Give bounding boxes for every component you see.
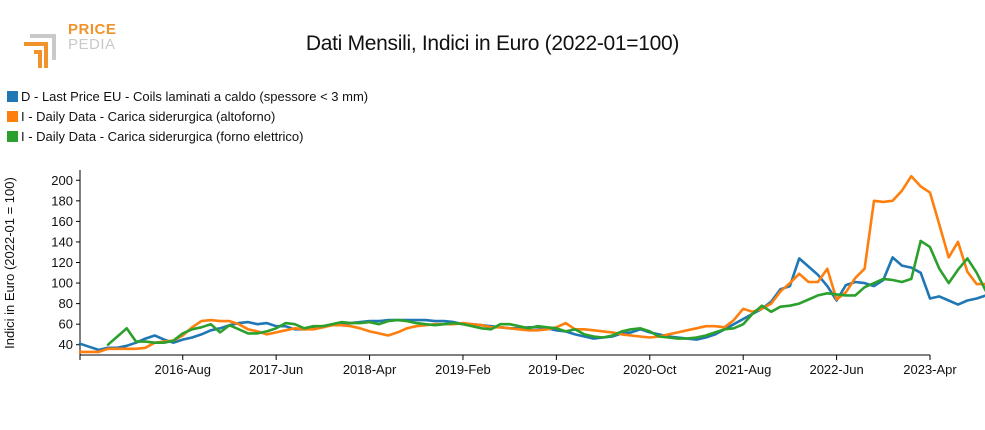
x-tick-label: 2023-Apr: [903, 362, 957, 377]
y-tick-label: 200: [51, 173, 73, 188]
x-tick-label: 2018-Apr: [343, 362, 397, 377]
logo-word-pedia: PEDIA: [68, 36, 116, 53]
y-tick-label: 80: [59, 296, 73, 311]
y-tick-label: 140: [51, 234, 73, 249]
y-tick-label: 100: [51, 276, 73, 291]
y-tick-label: 160: [51, 214, 73, 229]
series-line-1: [78, 174, 985, 354]
x-tick-label: 2020-Oct: [623, 362, 677, 377]
series-line-0: [78, 256, 985, 352]
chart-title: Dati Mensili, Indici in Euro (2022-01=10…: [305, 32, 680, 55]
legend-swatch-green: [7, 130, 18, 142]
x-tick-label: 2019-Feb: [435, 362, 491, 377]
logo-word-price: PRICE: [68, 21, 117, 38]
series-line-2: [106, 239, 985, 347]
legend-label-orange-series: I - Daily Data - Carica siderurgica (alt…: [21, 108, 276, 124]
x-tick-label: 2021-Aug: [715, 362, 771, 377]
x-tick-label: 2016-Aug: [155, 362, 211, 377]
legend-label-blue-series: D - Last Price EU - Coils laminati a cal…: [21, 88, 369, 104]
legend-swatch-orange: [7, 110, 18, 122]
chart-legend: D - Last Price EU - Coils laminati a cal…: [7, 86, 368, 146]
legend-label-green-series: I - Daily Data - Carica siderurgica (for…: [21, 128, 304, 144]
axes: 40 60 80 100 120 140 160 180 200 2016-Aug 2017-Jun…: [51, 170, 957, 377]
x-tick-label: 2022-Jun: [809, 362, 863, 377]
series-lines: [78, 174, 985, 354]
logo-wordmark: PRICE PEDIA: [68, 22, 116, 52]
legend-item-green-series[interactable]: I - Daily Data - Carica siderurgica (for…: [7, 126, 368, 146]
x-tick-label: 2017-Jun: [249, 362, 303, 377]
pricepedia-logo: PRICE PEDIA: [20, 22, 130, 72]
pricepedia-logo-mark: [24, 34, 56, 68]
y-tick-label: 40: [59, 337, 73, 352]
y-axis-label: Indici in Euro (2022-01 = 100): [2, 177, 17, 349]
legend-swatch-blue: [7, 90, 18, 102]
x-tick-label: 2019-Dec: [528, 362, 585, 377]
y-tick-label: 180: [51, 193, 73, 208]
y-tick-label: 60: [59, 317, 73, 332]
legend-item-orange-series[interactable]: I - Daily Data - Carica siderurgica (alt…: [7, 106, 368, 126]
y-tick-label: 120: [51, 255, 73, 270]
legend-item-blue-series[interactable]: D - Last Price EU - Coils laminati a cal…: [7, 86, 368, 106]
